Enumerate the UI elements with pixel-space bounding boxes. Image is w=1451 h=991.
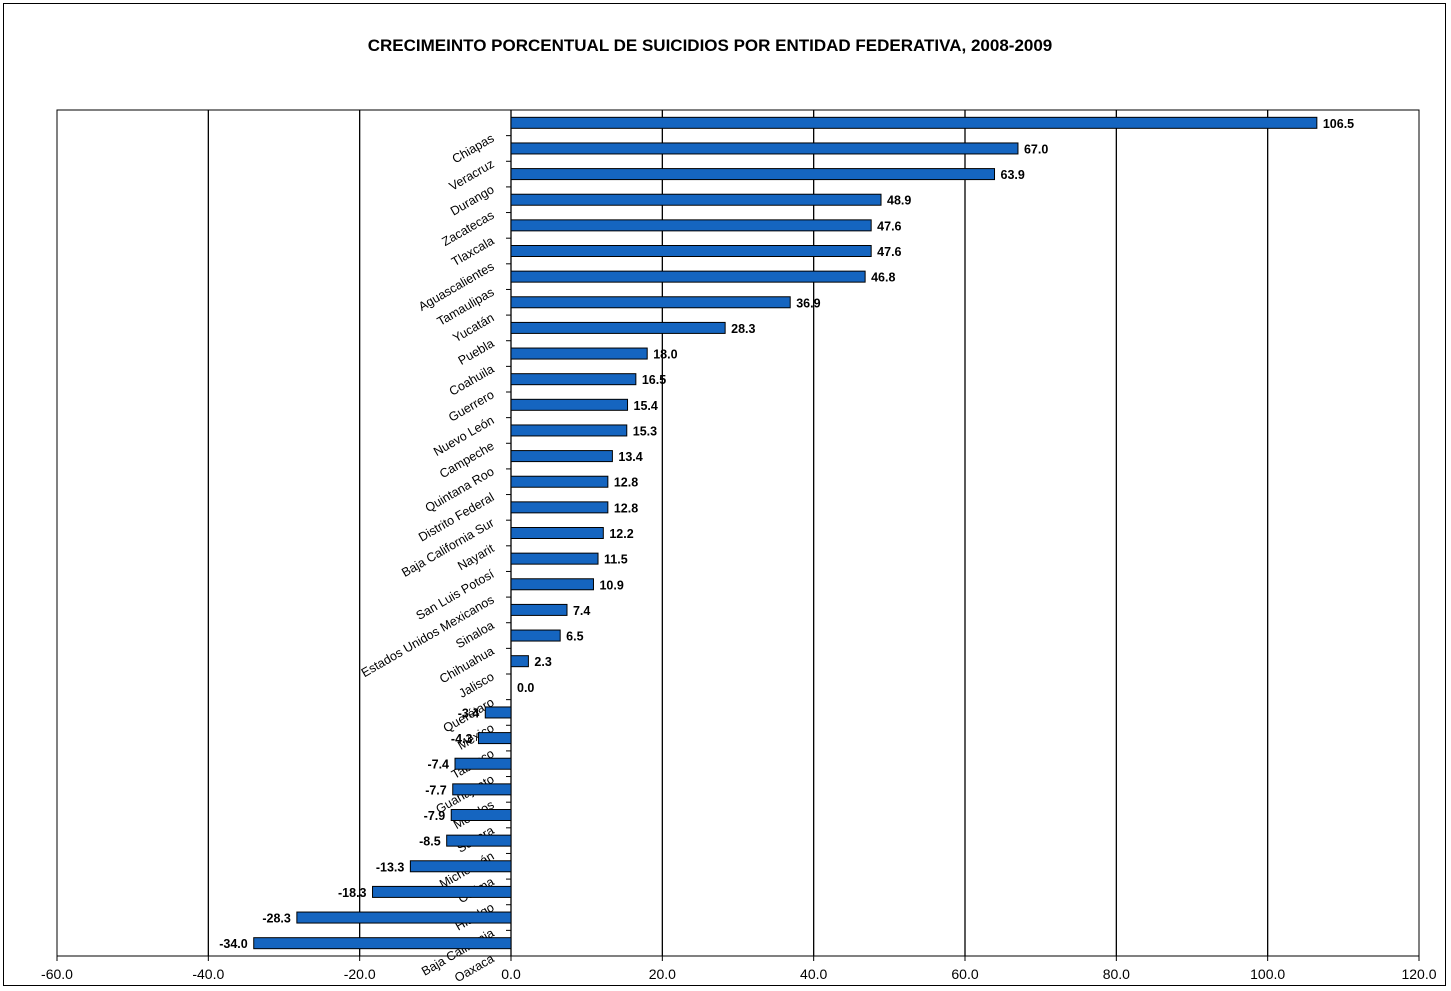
- data-label: -7.9: [424, 809, 446, 823]
- data-label: 6.5: [566, 630, 583, 644]
- data-label: 12.8: [614, 501, 638, 515]
- data-label: 28.3: [731, 322, 755, 336]
- bar: [510, 424, 628, 437]
- data-label: -8.5: [419, 835, 441, 849]
- data-label: -28.3: [262, 912, 291, 926]
- data-label: 7.4: [573, 604, 590, 618]
- data-label: 15.4: [634, 399, 658, 413]
- bar: [510, 552, 599, 565]
- bar: [510, 373, 637, 386]
- x-tick-label: 60.0: [951, 966, 978, 982]
- plot-area: [56, 109, 1420, 957]
- data-label: 10.9: [599, 578, 623, 592]
- x-tick-label: 0.0: [501, 966, 521, 982]
- data-label: -3.4: [458, 706, 480, 720]
- data-label: -34.0: [219, 937, 248, 951]
- bar: [253, 937, 512, 950]
- data-label: -13.3: [376, 860, 405, 874]
- bar: [446, 834, 512, 847]
- bar: [484, 706, 512, 719]
- x-tick-label: 20.0: [649, 966, 676, 982]
- bar: [510, 296, 791, 309]
- data-label: 48.9: [887, 194, 911, 208]
- data-label: 13.4: [618, 450, 642, 464]
- data-label: 67.0: [1024, 142, 1048, 156]
- bar: [510, 270, 866, 283]
- bar: [510, 142, 1019, 155]
- data-label: -7.7: [425, 783, 447, 797]
- bar: [296, 911, 512, 924]
- bar: [510, 168, 996, 181]
- bar: [510, 578, 594, 591]
- bar: [510, 603, 568, 616]
- data-label: 12.2: [609, 527, 633, 541]
- data-label: 106.5: [1323, 117, 1354, 131]
- data-label: 18.0: [653, 348, 677, 362]
- data-label: 63.9: [1001, 168, 1025, 182]
- bar: [477, 732, 512, 745]
- bar: [510, 116, 1318, 129]
- bar: [510, 321, 726, 334]
- data-label: 2.3: [534, 655, 551, 669]
- bar: [510, 245, 872, 257]
- data-label: 47.6: [877, 245, 901, 259]
- data-label: 11.5: [604, 553, 628, 567]
- bar: [510, 398, 629, 411]
- bar: [510, 655, 529, 668]
- data-label: -18.3: [338, 886, 367, 900]
- data-label: 36.9: [796, 296, 820, 310]
- data-label: 47.6: [877, 219, 901, 233]
- chart-title: CRECIMEINTO PORCENTUAL DE SUICIDIOS POR …: [367, 36, 1053, 55]
- bar: [372, 885, 512, 898]
- data-label: 12.8: [614, 476, 638, 490]
- data-label: 46.8: [871, 271, 895, 285]
- bar: [454, 757, 512, 770]
- bar: [510, 475, 609, 488]
- x-tick-label: 80.0: [1103, 966, 1130, 982]
- bar: [510, 629, 561, 642]
- bar: [450, 809, 512, 821]
- bar: [510, 527, 604, 539]
- bar: [452, 783, 512, 796]
- chart-frame: [3, 3, 1446, 986]
- data-label: -7.4: [427, 758, 449, 772]
- bar: [409, 860, 512, 873]
- bar: [510, 347, 648, 360]
- bar: [510, 501, 609, 514]
- x-tick-label: -20.0: [344, 966, 376, 982]
- x-tick-label: -60.0: [41, 966, 73, 982]
- x-tick-label: 40.0: [800, 966, 827, 982]
- x-tick-label: -40.0: [192, 966, 224, 982]
- data-label: -4.3: [451, 732, 473, 746]
- x-tick-label: 120.0: [1401, 966, 1436, 982]
- bar: [510, 450, 613, 463]
- bar: [510, 219, 872, 232]
- data-label: 16.5: [642, 373, 666, 387]
- data-label: 15.3: [633, 424, 657, 438]
- bar: [510, 193, 882, 206]
- data-label: 0.0: [517, 681, 534, 695]
- x-tick-label: 100.0: [1250, 966, 1285, 982]
